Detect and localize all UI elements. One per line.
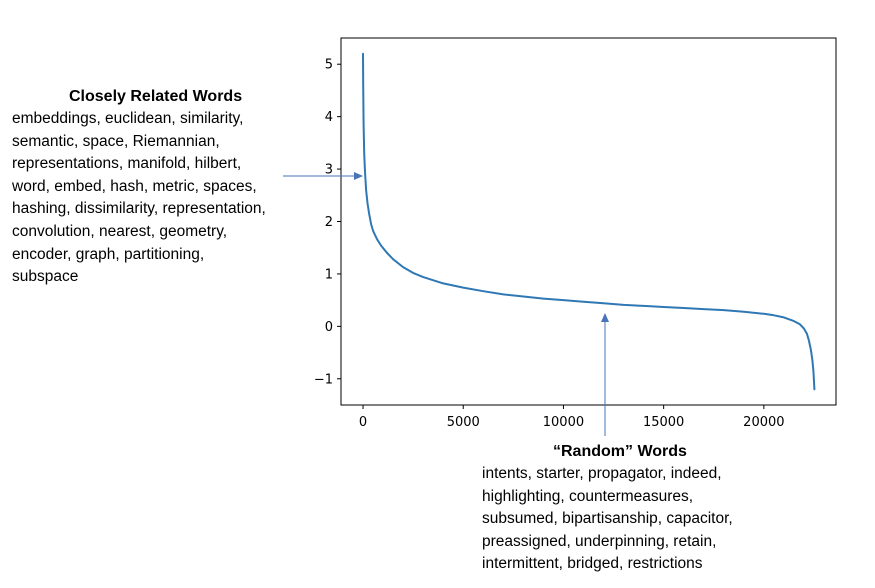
annotation-line: embeddings, euclidean, similarity, [12, 110, 244, 127]
annotation-line: highlighting, countermeasures, [482, 487, 694, 505]
closely-related-words-list: embeddings, euclidean, similarity, semant… [12, 108, 266, 289]
annotation-line: convolution, nearest, geometry, [12, 222, 228, 240]
closely-related-title: Closely Related Words [69, 88, 243, 105]
annotation-line: subsumed, bipartisanship, capacitor, [482, 510, 733, 528]
y-tick-label: 4 [325, 110, 333, 125]
annotation-line: word, embed, hash, metric, spaces, [12, 177, 257, 195]
y-tick-label: −1 [314, 372, 333, 387]
y-tick-label: 5 [325, 58, 333, 73]
annotation-line: encoder, graph, partitioning, [12, 245, 205, 263]
random-words-list: intents, starter, propagator, indeed, hig… [482, 463, 733, 576]
annotation-line: intermittent, bridged, restrictions [482, 555, 703, 573]
x-ticks: 0 5000 10000 15000 20000 [359, 405, 785, 430]
y-tick-label: 2 [325, 215, 333, 230]
annotation-line: preassigned, underpinning, retain, [482, 532, 717, 550]
annotation-line: intents, starter, propagator, indeed, [482, 465, 722, 482]
annotation-line: subspace [12, 268, 79, 286]
x-tick-label: 5000 [447, 415, 480, 430]
annotation-line: representations, manifold, hilbert, [12, 155, 242, 173]
y-ticks: −1 0 1 2 3 4 5 [314, 58, 341, 387]
x-tick-label: 20000 [743, 415, 784, 430]
arrow-head-top-words [354, 172, 363, 180]
x-tick-label: 10000 [543, 415, 584, 430]
annotation-line: semantic, space, Riemannian, [12, 132, 220, 150]
arrow-head-random-words [601, 313, 609, 322]
plot-frame [340, 37, 837, 406]
y-tick-label: 3 [325, 163, 333, 178]
x-tick-label: 15000 [643, 415, 684, 430]
y-tick-label: 1 [325, 267, 333, 282]
annotation-line: hashing, dissimilarity, representation, [12, 200, 266, 218]
x-tick-label: 0 [359, 415, 367, 430]
y-tick-label: 0 [325, 320, 333, 335]
random-words-title: “Random” Words [553, 443, 687, 460]
series-line [362, 52, 816, 391]
